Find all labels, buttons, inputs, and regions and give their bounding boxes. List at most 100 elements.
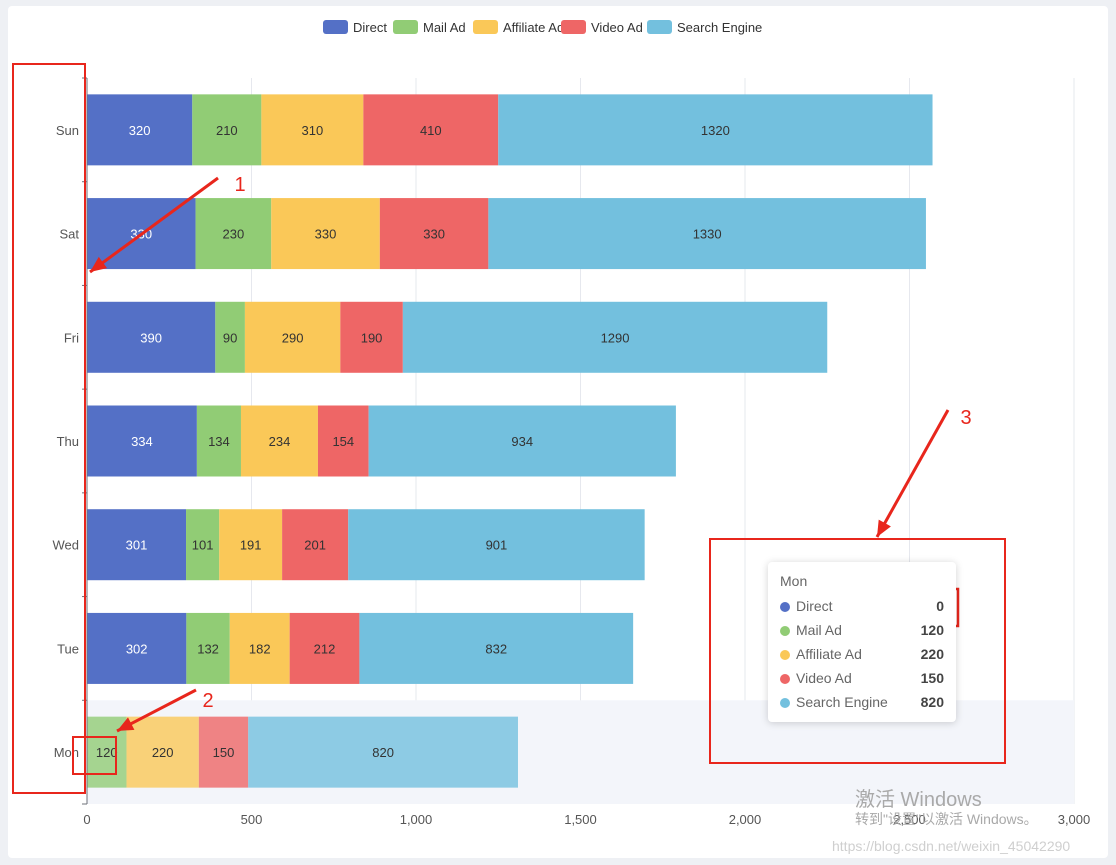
bar-affiliate-ad-sat[interactable] [271,198,380,270]
data-label: 334 [131,434,153,449]
bar-mail-ad-fri[interactable] [215,301,245,373]
direct-dot-icon [780,602,790,612]
data-label: 191 [240,538,262,553]
arrow-line [875,409,950,538]
data-label: 210 [216,123,238,138]
annotation-arrow-3 [875,409,950,538]
tooltip-row-name: Direct [796,598,833,614]
arrowhead-icon [877,519,891,537]
tooltip-row-value: 120 [920,622,944,638]
y-tick-label: Sat [59,227,79,242]
data-label: 132 [197,641,219,656]
bar-search-engine-fri[interactable] [402,301,828,373]
bar-video-ad-tue[interactable] [289,612,360,684]
legend[interactable]: Direct Mail Ad Affiliate Ad Video Ad Search … [323,20,762,35]
bar-video-ad-fri[interactable] [340,301,403,373]
y-tick-label: Sun [56,123,79,138]
data-label: 212 [314,641,336,656]
data-label: 330 [423,227,445,242]
bar-search-engine-sat[interactable] [488,198,926,270]
data-label: 390 [140,330,162,345]
legend-item-search-engine[interactable]: Search Engine [647,20,762,35]
legend-label: Video Ad [591,20,643,35]
tooltip-row-name: Video Ad [796,670,852,686]
data-label: 320 [129,123,151,138]
legend-label: Affiliate Ad [503,20,564,35]
data-label: 290 [282,330,304,345]
legend-item-video-ad[interactable]: Video Ad [561,20,643,35]
data-label: 1330 [693,227,722,242]
arrow-line [89,176,219,274]
tooltip-row-value: 220 [920,646,944,662]
legend-item-affiliate-ad[interactable]: Affiliate Ad [473,20,564,35]
data-label: 310 [302,123,324,138]
data-label: 901 [486,538,508,553]
y-tick-label: Tue [57,641,79,656]
tooltip-row-value: 0 [936,598,944,614]
tooltip-row-video-ad: Video Ad 150 [780,668,944,690]
bar-affiliate-ad-sun[interactable] [261,94,364,166]
mail-ad-dot-icon [780,626,790,636]
tooltip-row-search-engine: Search Engine 820 [780,692,944,714]
bar-direct-wed[interactable] [87,509,187,581]
data-label: 90 [223,330,237,345]
data-label: 934 [511,434,533,449]
tooltip-row-name: Affiliate Ad [796,646,862,662]
search-engine-dot-icon [780,698,790,708]
legend-swatch-icon [473,20,498,34]
bar-affiliate-ad-thu[interactable] [240,405,318,477]
bar-affiliate-ad-tue[interactable] [229,612,290,684]
bar-affiliate-ad-wed[interactable] [219,509,283,581]
annotation-number: 2 [202,690,213,712]
bar-search-engine-mon[interactable] [248,716,518,788]
bars[interactable]: 0120220150820302132182212832301101191201… [83,94,933,788]
data-label: 120 [96,745,118,760]
arrowhead-icon [117,717,135,731]
data-label: 820 [372,745,394,760]
data-label: 1290 [601,330,630,345]
bar-video-ad-sat[interactable] [379,198,489,270]
tooltip-row-name: Search Engine [796,694,888,710]
legend-swatch-icon [323,20,348,34]
bar-search-engine-tue[interactable] [359,612,634,684]
annotation-number: 3 [960,407,971,429]
legend-swatch-icon [647,20,672,34]
bar-video-ad-sun[interactable] [363,94,499,166]
tooltip-row-value: 820 [920,694,944,710]
tooltip-row-name: Mail Ad [796,622,842,638]
data-label: 230 [223,227,245,242]
legend-label: Search Engine [677,20,762,35]
data-label: 101 [192,538,214,553]
bar-affiliate-ad-fri[interactable] [244,301,341,373]
data-label: 1320 [701,123,730,138]
bar-mail-ad-tue[interactable] [186,612,230,684]
data-label: 150 [213,745,235,760]
bar-direct-sun[interactable] [87,94,193,166]
bar-direct-thu[interactable] [87,405,197,477]
x-axis: 0 500 1,000 1,500 2,000 2,500 3,000 [83,812,1090,827]
bar-mail-ad-wed[interactable] [186,509,220,581]
bar-search-engine-sun[interactable] [498,94,933,166]
bar-direct-fri[interactable] [87,301,216,373]
x-tick-label: 500 [241,812,263,827]
bar-direct-tue[interactable] [87,612,187,684]
x-tick-label: 2,500 [893,812,926,827]
legend-item-mail-ad[interactable]: Mail Ad [393,20,466,35]
bar-affiliate-ad-mon[interactable] [126,716,199,788]
data-label: 301 [126,538,148,553]
legend-item-direct[interactable]: Direct [323,20,387,35]
bar-search-engine-thu[interactable] [368,405,676,477]
y-tick-label: Wed [53,538,80,553]
bar-mail-ad-sat[interactable] [195,198,272,270]
bar-mail-ad-sun[interactable] [192,94,262,166]
bar-mail-ad-thu[interactable] [196,405,241,477]
bar-video-ad-mon[interactable] [198,716,249,788]
tooltip: Mon Direct 0 Mail Ad 120 Affiliate Ad 22… [768,562,956,722]
tooltip-row-mail-ad: Mail Ad 120 [780,620,944,642]
bar-video-ad-thu[interactable] [317,405,369,477]
bar-video-ad-wed[interactable] [282,509,349,581]
legend-label: Mail Ad [423,20,466,35]
video-ad-dot-icon [780,674,790,684]
bar-search-engine-wed[interactable] [348,509,645,581]
